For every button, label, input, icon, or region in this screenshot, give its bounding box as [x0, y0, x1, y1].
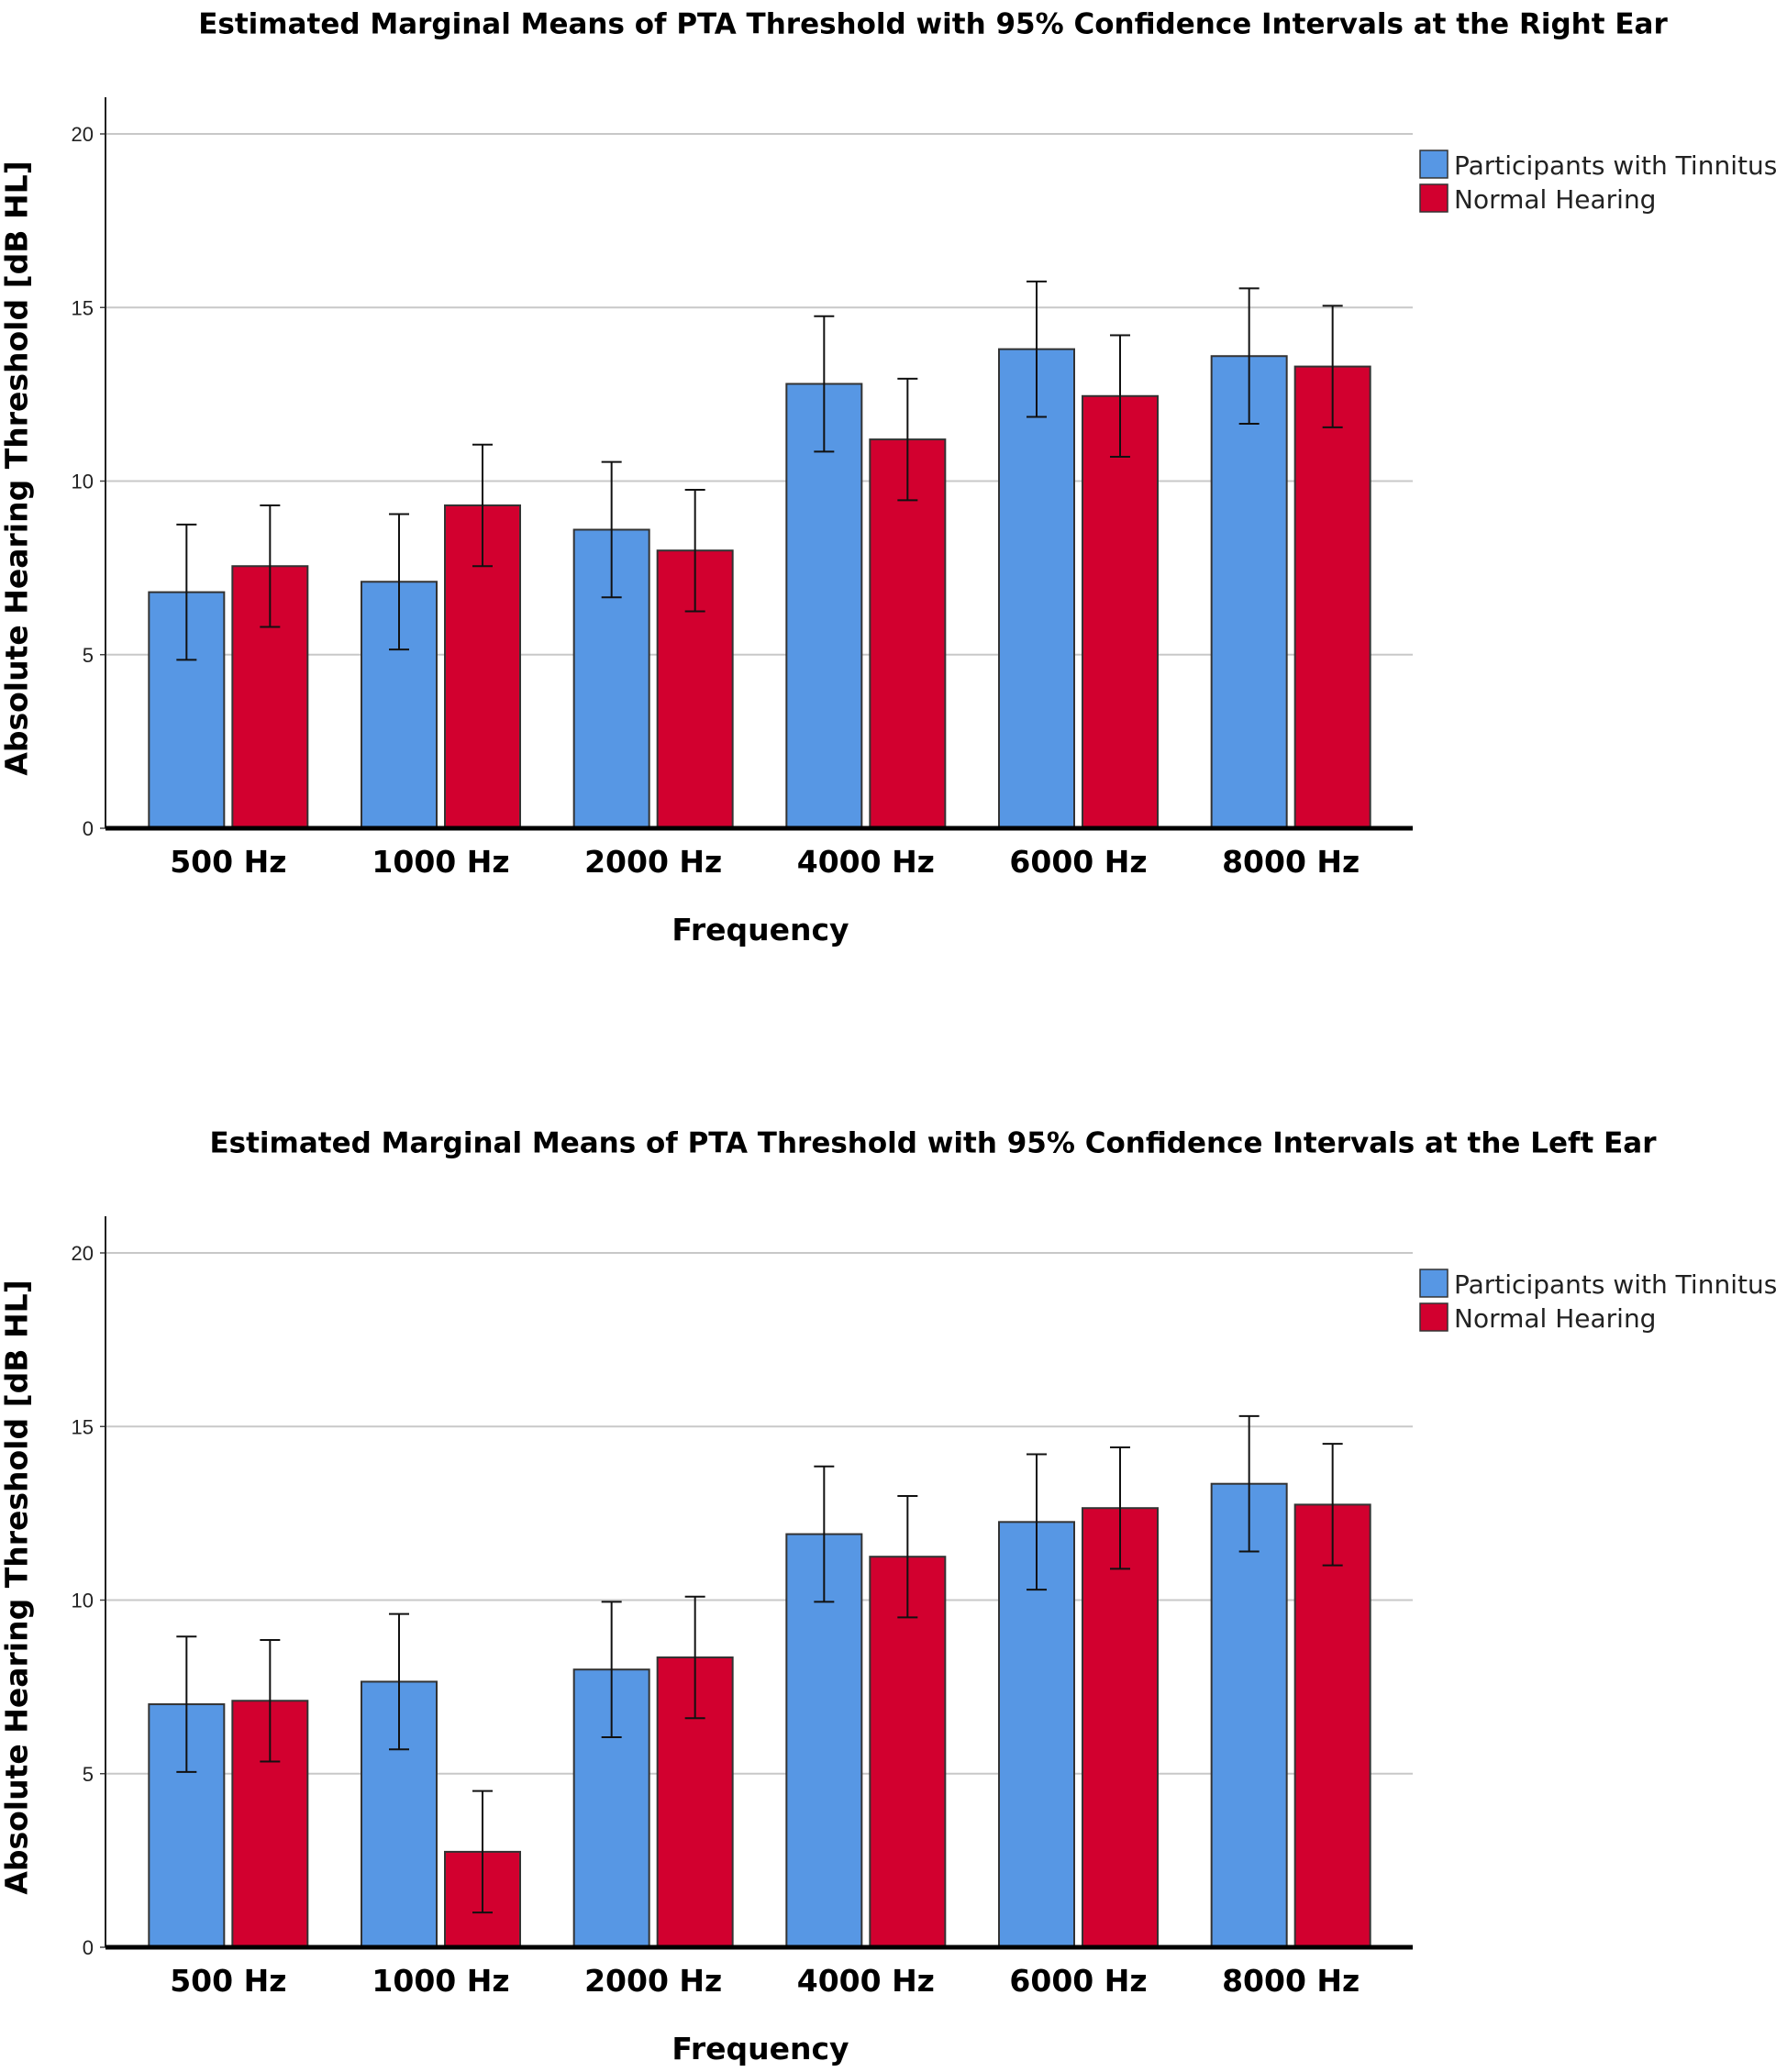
- bar-tinnitus: [785, 1533, 863, 1948]
- chart-right-ear: Estimated Marginal Means of PTA Threshol…: [0, 8, 1777, 948]
- x-tick-label: 4000 Hz: [797, 844, 935, 880]
- bar-normal-hearing: [1293, 1503, 1371, 1948]
- bar-normal-hearing: [1082, 1507, 1159, 1948]
- legend-label-tinnitus: Participants with Tinnitus: [1454, 150, 1777, 181]
- x-tick-label: 2000 Hz: [584, 844, 722, 880]
- y-tick-label: 15: [72, 1415, 94, 1438]
- y-tick-label: 20: [72, 1242, 94, 1265]
- y-tick-label: 20: [72, 123, 94, 146]
- x-axis-label: Frequency: [672, 912, 849, 947]
- y-tick-label: 5: [83, 644, 94, 667]
- y-axis-label: Absolute Hearing Threshold [dB HL]: [0, 161, 35, 775]
- y-tick-label: 15: [72, 296, 94, 319]
- chart-title: Estimated Marginal Means of PTA Threshol…: [209, 1127, 1657, 1160]
- y-tick-label: 5: [83, 1763, 94, 1786]
- bar-tinnitus: [785, 382, 863, 829]
- bar-normal-hearing: [1293, 365, 1371, 829]
- x-tick-label: 8000 Hz: [1222, 1963, 1360, 1999]
- x-tick-label: 1000 Hz: [372, 1963, 509, 1999]
- x-tick-label: 6000 Hz: [1009, 1963, 1147, 1999]
- chart-left-ear: Estimated Marginal Means of PTA Threshol…: [0, 1127, 1777, 2067]
- x-tick-label: 6000 Hz: [1009, 844, 1147, 880]
- x-tick-label: 500 Hz: [170, 844, 286, 880]
- x-tick-label: 4000 Hz: [797, 1963, 935, 1999]
- bar-normal-hearing: [1082, 394, 1159, 829]
- chart-title: Estimated Marginal Means of PTA Threshol…: [198, 8, 1668, 41]
- y-tick-label: 0: [83, 817, 94, 840]
- legend-swatch-normal-hearing: [1419, 183, 1448, 213]
- legend-swatch-normal-hearing: [1419, 1302, 1448, 1332]
- x-tick-label: 2000 Hz: [584, 1963, 722, 1999]
- bar-normal-hearing: [869, 438, 947, 829]
- x-axis-label: Frequency: [672, 2031, 849, 2066]
- legend-swatch-tinnitus: [1419, 150, 1448, 179]
- x-tick-label: 1000 Hz: [372, 844, 509, 880]
- legend-label-normal-hearing: Normal Hearing: [1454, 1303, 1656, 1334]
- x-tick-label: 8000 Hz: [1222, 844, 1360, 880]
- legend-swatch-tinnitus: [1419, 1269, 1448, 1298]
- y-axis-label: Absolute Hearing Threshold [dB HL]: [0, 1280, 35, 1894]
- x-tick-label: 500 Hz: [170, 1963, 286, 1999]
- y-tick-label: 10: [72, 471, 94, 493]
- legend-label-tinnitus: Participants with Tinnitus: [1454, 1269, 1777, 1300]
- bar-tinnitus: [998, 348, 1075, 830]
- bar-tinnitus: [1210, 355, 1288, 829]
- y-tick-label: 0: [83, 1936, 94, 1959]
- bar-tinnitus: [998, 1521, 1075, 1949]
- bar-tinnitus: [1210, 1482, 1288, 1948]
- y-tick-label: 10: [72, 1590, 94, 1612]
- legend-label-normal-hearing: Normal Hearing: [1454, 184, 1656, 215]
